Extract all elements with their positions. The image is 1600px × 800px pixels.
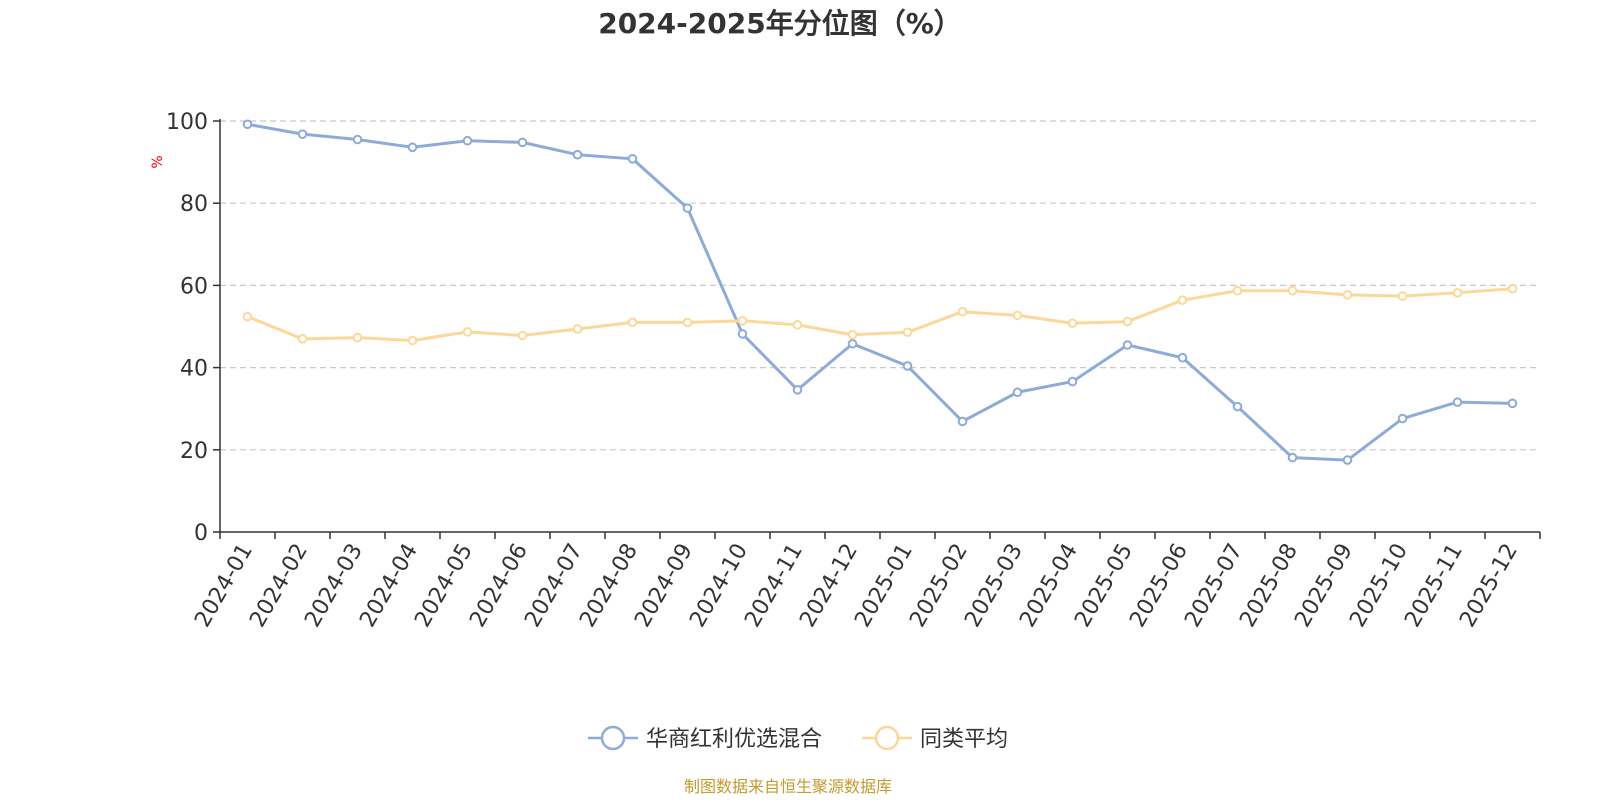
data-point[interactable] xyxy=(1122,340,1133,350)
data-point[interactable] xyxy=(1287,452,1298,463)
y-ticks: 0 20 40 60 80 100 xyxy=(166,110,220,546)
data-point[interactable] xyxy=(957,416,968,427)
data-point[interactable] xyxy=(682,317,693,328)
data-point[interactable] xyxy=(682,203,693,213)
data-point[interactable] xyxy=(297,334,308,344)
data-point[interactable] xyxy=(737,329,748,339)
data-point[interactable] xyxy=(1287,285,1298,296)
data-point[interactable] xyxy=(1012,387,1023,398)
legend[interactable]: 华商红利优选混合 同类平均 xyxy=(588,725,1008,752)
data-point[interactable] xyxy=(407,142,418,153)
data-point[interactable] xyxy=(1342,290,1353,300)
data-point[interactable] xyxy=(572,324,583,334)
data-point[interactable] xyxy=(847,329,858,340)
data-point[interactable] xyxy=(1232,285,1243,296)
data-point[interactable] xyxy=(902,327,913,338)
data-point[interactable] xyxy=(242,311,253,322)
data-point[interactable] xyxy=(517,137,528,148)
data-point[interactable] xyxy=(792,320,803,330)
legend-label: 同类平均 xyxy=(920,727,1008,752)
data-point[interactable] xyxy=(462,327,473,337)
legend-item-1[interactable]: 同类平均 xyxy=(862,725,1008,752)
data-point[interactable] xyxy=(1342,455,1353,465)
y-tick-label: 40 xyxy=(180,357,208,382)
legend-marker xyxy=(874,725,900,751)
data-point[interactable] xyxy=(1012,310,1023,321)
y-axis-label: % xyxy=(150,155,166,168)
data-point[interactable] xyxy=(1122,316,1133,327)
data-point[interactable] xyxy=(627,154,638,164)
data-point[interactable] xyxy=(297,129,308,139)
data-point[interactable] xyxy=(1232,401,1243,412)
data-point[interactable] xyxy=(737,315,748,326)
series-line-0 xyxy=(247,122,1513,462)
data-point[interactable] xyxy=(242,119,253,130)
data-point[interactable] xyxy=(1067,318,1078,329)
data-point[interactable] xyxy=(572,149,583,160)
data-point[interactable] xyxy=(627,317,638,328)
data-point[interactable] xyxy=(1397,291,1408,301)
y-tick-label: 60 xyxy=(180,274,208,299)
data-point[interactable] xyxy=(1452,287,1463,298)
y-tick-label: 0 xyxy=(194,521,208,546)
legend-marker xyxy=(600,725,626,751)
chart-title: 2024-2025年分位图（%） xyxy=(598,7,962,40)
data-point[interactable] xyxy=(902,361,913,371)
data-point[interactable] xyxy=(1507,283,1518,294)
source-note: 制图数据来自恒生聚源数据库 xyxy=(684,777,892,796)
data-point[interactable] xyxy=(847,338,858,349)
data-point[interactable] xyxy=(1067,376,1078,387)
data-point[interactable] xyxy=(1507,398,1518,409)
series-layer xyxy=(242,119,1518,465)
data-point[interactable] xyxy=(792,384,803,395)
data-point[interactable] xyxy=(407,335,418,346)
legend-item-0[interactable]: 华商红利优选混合 xyxy=(588,725,822,752)
data-point[interactable] xyxy=(517,330,528,341)
data-point[interactable] xyxy=(352,134,363,145)
x-ticks: 2024-012024-022024-032024-042024-052024-… xyxy=(190,532,1541,632)
legend-label: 华商红利优选混合 xyxy=(646,727,822,752)
y-tick-label: 100 xyxy=(166,110,208,135)
data-point[interactable] xyxy=(957,306,968,317)
y-tick-label: 20 xyxy=(180,439,208,464)
axes xyxy=(219,119,1540,533)
series-line-1 xyxy=(246,287,1513,342)
data-point[interactable] xyxy=(462,135,473,146)
data-point[interactable] xyxy=(352,332,363,343)
data-point[interactable] xyxy=(1397,413,1408,424)
y-tick-label: 80 xyxy=(180,192,208,217)
grid-lines xyxy=(220,120,1540,451)
data-point[interactable] xyxy=(1177,352,1188,363)
data-point[interactable] xyxy=(1452,397,1463,407)
data-point[interactable] xyxy=(1177,295,1188,305)
